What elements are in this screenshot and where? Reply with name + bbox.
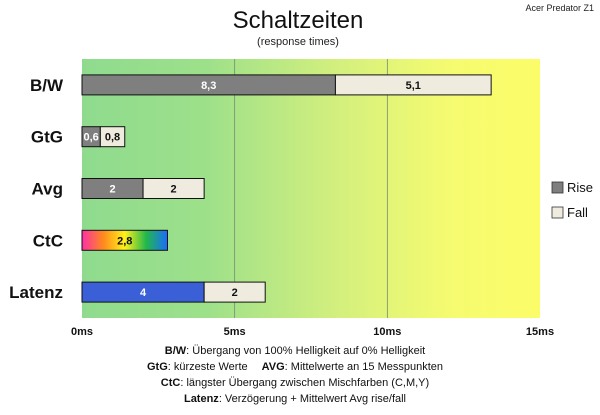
footnote-latenz: Latenz: Verzögerung + Mittelwert Avg ris… (184, 393, 406, 405)
x-tick-labels: 0ms 5ms 10ms 15ms (71, 326, 554, 338)
bar-ctc-main (81, 229, 168, 251)
legend-label-rise: Rise (567, 180, 593, 195)
bar-fall (334, 74, 492, 96)
category-label: Avg (32, 180, 64, 199)
legend-label-fall: Fall (567, 205, 588, 220)
category-label: Latenz (9, 283, 63, 302)
bar-ctc-main-label: 2,8 (117, 235, 132, 247)
bar-fall-label: 2 (171, 184, 177, 196)
category-labels: B/W GtG Avg CtC Latenz (9, 76, 64, 302)
brand-label: Acer Predator Z1 (525, 3, 594, 13)
bar-fall (203, 281, 266, 303)
x-tick-label: 15ms (526, 326, 554, 338)
footnote-ctc: CtC: längster Übergang zwischen Mischfar… (161, 377, 429, 389)
footnotes: B/W: Übergang von 100% Helligkeit auf 0%… (147, 345, 443, 405)
legend-swatch-fall (551, 206, 564, 219)
category-label: CtC (33, 231, 63, 250)
category-label: B/W (30, 76, 64, 95)
x-tick-label: 0ms (71, 326, 93, 338)
bar-fall-label: 0,8 (105, 132, 120, 144)
gridlines (234, 59, 388, 318)
bar-fall (142, 178, 205, 199)
category-label: GtG (31, 128, 63, 147)
legend-swatch-rise (551, 181, 564, 194)
bars: 8,3 5,1 0,6 0,8 2 2 2,8 4 2 (81, 74, 492, 303)
bar-fall (99, 126, 126, 148)
chart-title: Schaltzeiten (233, 7, 364, 34)
bar-fall-label: 2 (232, 287, 238, 299)
bar-rise-label: 8,3 (201, 80, 216, 92)
legend: Rise Fall (551, 180, 593, 220)
x-tick-label: 5ms (224, 326, 246, 338)
footnote-gtg-avg: GtG: kürzeste Werte AVG: Mittelwerte an 1… (147, 361, 443, 373)
bar-rise-label: 0,6 (84, 132, 99, 144)
bar-rise-label: 2 (109, 184, 115, 196)
bar-latenz-main-label: 4 (140, 287, 147, 299)
footnote-bw: B/W: Übergang von 100% Helligkeit auf 0%… (165, 345, 425, 357)
chart-subtitle: (response times) (257, 36, 339, 48)
bar-fall-label: 5,1 (406, 80, 421, 92)
x-tick-label: 10ms (373, 326, 401, 338)
